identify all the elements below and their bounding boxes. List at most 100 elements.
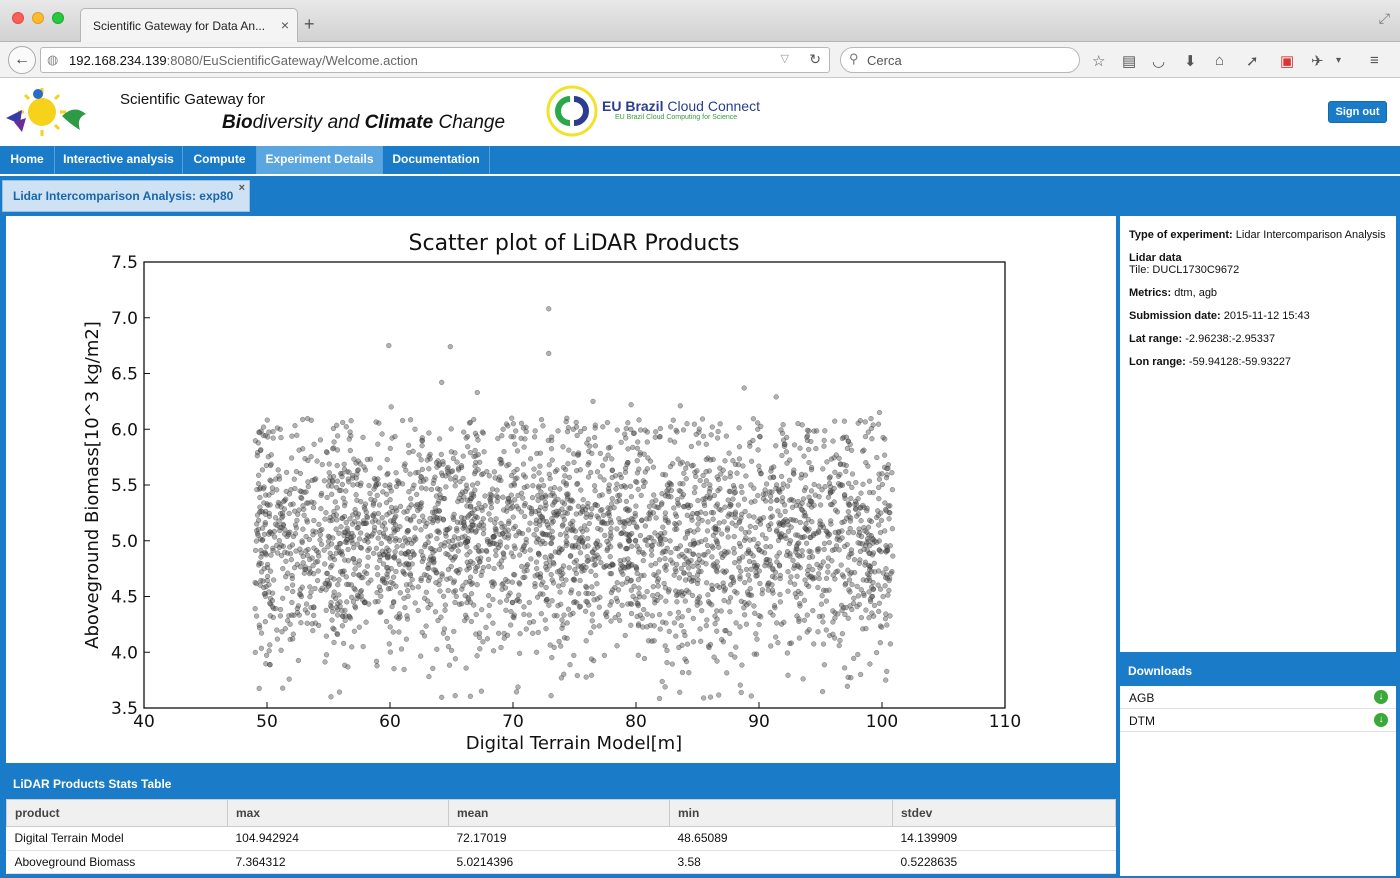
scatter-point bbox=[736, 555, 742, 562]
scatter-point bbox=[494, 487, 500, 493]
scatter-point bbox=[465, 528, 471, 534]
scatter-point bbox=[763, 535, 769, 542]
experiment-tab-label: Lidar Intercomparison Analysis: exp80 bbox=[13, 189, 234, 203]
scatter-point bbox=[738, 483, 744, 490]
scatter-point bbox=[628, 494, 635, 500]
scatter-point bbox=[498, 644, 504, 651]
scatter-point bbox=[588, 469, 594, 476]
scatter-point bbox=[682, 656, 688, 662]
scatter-point bbox=[637, 427, 644, 433]
scatter-point bbox=[319, 526, 325, 533]
download-icon[interactable]: ↓ bbox=[1374, 690, 1388, 704]
scatter-point bbox=[706, 489, 713, 495]
close-tab-icon[interactable]: × bbox=[280, 17, 289, 33]
reload-icon[interactable]: ↻ bbox=[809, 51, 821, 67]
pocket-icon[interactable]: ◡ bbox=[1152, 53, 1166, 70]
scatter-point bbox=[537, 574, 543, 581]
scatter-point bbox=[826, 475, 833, 481]
scatter-point bbox=[609, 474, 615, 481]
eubc-title: EU Brazil Cloud Connect bbox=[602, 98, 760, 114]
scatter-point bbox=[255, 532, 261, 539]
home-icon[interactable]: ⌂ bbox=[1215, 52, 1225, 69]
scatter-point bbox=[870, 536, 876, 542]
extension-dropdown-icon[interactable]: ▾ bbox=[1336, 55, 1342, 66]
scatter-point bbox=[626, 560, 632, 566]
scatter-point bbox=[452, 599, 458, 606]
scatter-point bbox=[790, 470, 797, 476]
scatter-point bbox=[321, 547, 327, 553]
extension-icon[interactable]: ✈ bbox=[1311, 53, 1324, 70]
scatter-point bbox=[734, 470, 740, 476]
scatter-point bbox=[844, 683, 851, 689]
back-button[interactable]: ← bbox=[8, 46, 36, 74]
scatter-point bbox=[874, 454, 880, 461]
scatter-point bbox=[616, 516, 622, 522]
fullscreen-icon[interactable]: ⤢ bbox=[1378, 10, 1390, 26]
url-bar[interactable]: ◍ 192.168.234.139:8080/EuScientificGatew… bbox=[40, 47, 830, 73]
scatter-point bbox=[403, 636, 410, 642]
download-item-agb[interactable]: AGB ↓ bbox=[1120, 686, 1396, 709]
scatter-point bbox=[711, 525, 717, 531]
browser-tab[interactable]: Scientific Gateway for Data An... × bbox=[80, 8, 298, 42]
search-input[interactable]: ⚲ Cerca bbox=[840, 47, 1080, 73]
scatter-point bbox=[748, 693, 754, 699]
history-dropdown-icon[interactable]: ▽ bbox=[780, 53, 789, 65]
scatter-point bbox=[533, 649, 540, 655]
scatter-point bbox=[316, 521, 322, 528]
scatter-point bbox=[594, 581, 600, 587]
scatter-point bbox=[644, 439, 650, 445]
scatter-point bbox=[398, 646, 405, 652]
download-item-dtm[interactable]: DTM ↓ bbox=[1120, 709, 1396, 732]
download-icon[interactable]: ⬇ bbox=[1184, 53, 1197, 70]
scatter-point bbox=[434, 486, 441, 492]
scatter-point bbox=[474, 389, 480, 396]
bookmark-star-icon[interactable]: ☆ bbox=[1092, 53, 1106, 70]
experiment-tab[interactable]: Lidar Intercomparison Analysis: exp80 × bbox=[2, 180, 250, 212]
menu-experiment-details[interactable]: Experiment Details bbox=[257, 146, 383, 174]
new-tab-icon[interactable]: + bbox=[304, 14, 315, 34]
scatter-point bbox=[759, 591, 765, 597]
scatter-point bbox=[342, 499, 348, 506]
menu-documentation[interactable]: Documentation bbox=[383, 146, 490, 174]
scatter-point bbox=[819, 688, 826, 695]
scatter-point bbox=[715, 428, 721, 435]
scatter-point bbox=[571, 577, 577, 583]
addon-icon[interactable]: ▣ bbox=[1280, 53, 1295, 70]
scatter-point bbox=[651, 571, 657, 578]
scatter-point bbox=[520, 574, 526, 581]
scatter-point bbox=[562, 473, 568, 479]
scatter-point bbox=[318, 492, 324, 499]
scatter-point bbox=[464, 544, 470, 550]
scatter-point bbox=[418, 577, 424, 584]
sign-out-button[interactable]: Sign out bbox=[1328, 101, 1387, 123]
scatter-point bbox=[884, 575, 890, 581]
minimize-window-button[interactable] bbox=[32, 12, 44, 24]
send-icon[interactable]: ➚ bbox=[1246, 53, 1259, 70]
download-icon[interactable]: ↓ bbox=[1374, 713, 1388, 727]
bookmarks-list-icon[interactable]: ▤ bbox=[1122, 53, 1137, 70]
menu-interactive-analysis[interactable]: Interactive analysis bbox=[55, 146, 183, 174]
detail-lat-label: Lat range: bbox=[1129, 333, 1183, 345]
scatter-point bbox=[412, 600, 418, 606]
scatter-point bbox=[365, 539, 371, 545]
scatter-point bbox=[675, 609, 682, 615]
scatter-point bbox=[283, 558, 289, 564]
zoom-window-button[interactable] bbox=[52, 12, 64, 24]
scatter-point bbox=[270, 435, 276, 441]
close-experiment-tab-icon[interactable]: × bbox=[238, 182, 245, 194]
close-window-button[interactable] bbox=[12, 12, 24, 24]
menu-home[interactable]: Home bbox=[0, 146, 55, 174]
scatter-point bbox=[290, 501, 296, 507]
scatter-point bbox=[441, 626, 448, 632]
scatter-point bbox=[714, 608, 720, 614]
scatter-point bbox=[325, 583, 332, 589]
scatter-point bbox=[730, 482, 737, 489]
scatter-point bbox=[457, 541, 464, 547]
scatter-point bbox=[641, 551, 647, 557]
scatter-point bbox=[600, 512, 607, 518]
menu-icon[interactable]: ≡ bbox=[1370, 52, 1379, 69]
scatter-point bbox=[263, 652, 270, 658]
menu-compute[interactable]: Compute bbox=[183, 146, 257, 174]
scatter-point bbox=[324, 449, 330, 456]
scatter-point bbox=[495, 630, 502, 636]
